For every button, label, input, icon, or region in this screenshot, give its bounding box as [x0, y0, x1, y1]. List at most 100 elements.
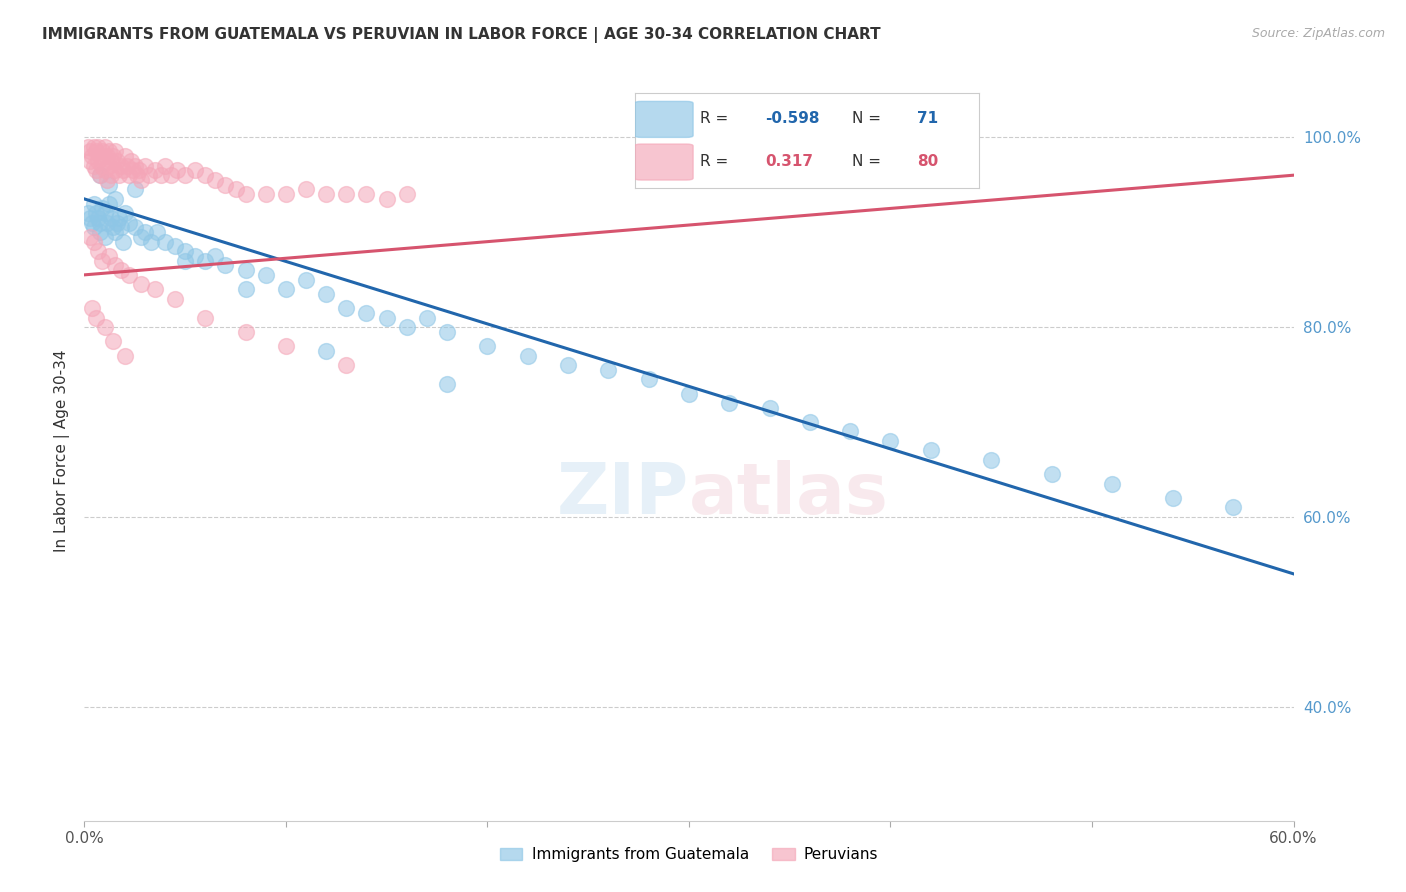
Point [375, 310, 398, 325]
Point [87, 244, 110, 259]
Point [235, 187, 257, 202]
Point [118, 216, 141, 230]
Point [96, 216, 118, 230]
Point [91, 145, 114, 159]
Point [111, 163, 134, 178]
Point [83, 159, 105, 173]
Point [125, 168, 148, 182]
Point [194, 310, 217, 325]
Point [598, 363, 620, 377]
Point [100, 211, 122, 225]
Y-axis label: In Labor Force | Age 30-34: In Labor Force | Age 30-34 [55, 349, 70, 552]
Point [356, 187, 378, 202]
Point [93, 320, 115, 334]
Point [295, 272, 318, 286]
Text: Source: ZipAtlas.com: Source: ZipAtlas.com [1251, 27, 1385, 40]
Point [1101, 476, 1123, 491]
Point [149, 168, 172, 182]
Point [214, 178, 236, 192]
Point [235, 282, 257, 296]
Point [129, 173, 152, 187]
Point [138, 168, 160, 182]
Point [315, 187, 337, 202]
Point [104, 259, 127, 273]
Point [315, 343, 337, 358]
Point [416, 310, 439, 325]
Point [100, 168, 122, 182]
Point [274, 282, 297, 296]
Point [174, 168, 197, 182]
Point [97, 196, 120, 211]
Point [110, 159, 132, 173]
Point [96, 173, 118, 187]
Point [254, 187, 277, 202]
Point [114, 149, 136, 163]
Point [920, 443, 942, 458]
Point [395, 187, 418, 202]
Point [83, 139, 105, 153]
Point [101, 334, 124, 349]
Point [89, 168, 111, 182]
Point [637, 372, 659, 386]
Point [89, 168, 111, 182]
Point [160, 168, 183, 182]
Point [87, 139, 110, 153]
Point [110, 220, 132, 235]
Point [134, 159, 156, 173]
Point [184, 163, 207, 178]
Point [77, 206, 100, 220]
Point [97, 145, 120, 159]
Point [97, 159, 120, 173]
Point [143, 282, 166, 296]
Point [111, 235, 134, 249]
Point [93, 139, 115, 153]
Point [1040, 467, 1063, 482]
Point [436, 377, 458, 392]
Point [335, 358, 357, 372]
Point [124, 220, 146, 235]
Point [165, 292, 187, 306]
Point [87, 211, 110, 225]
Point [204, 249, 226, 263]
Point [79, 230, 101, 244]
Point [758, 401, 780, 415]
Point [100, 153, 122, 168]
Point [118, 168, 141, 182]
Point [436, 325, 458, 339]
Point [104, 145, 127, 159]
Point [139, 235, 162, 249]
Point [174, 253, 197, 268]
Point [129, 230, 152, 244]
Point [678, 386, 700, 401]
Point [86, 310, 108, 325]
Point [110, 263, 132, 277]
Text: atlas: atlas [689, 460, 889, 529]
Point [335, 187, 357, 202]
Point [1222, 500, 1244, 515]
Point [124, 159, 146, 173]
Point [274, 187, 297, 202]
Point [295, 182, 318, 196]
Point [204, 173, 226, 187]
Point [128, 163, 150, 178]
Point [87, 153, 110, 168]
Point [104, 163, 127, 178]
Point [557, 358, 579, 372]
Point [718, 396, 741, 410]
Point [315, 286, 337, 301]
Point [91, 253, 114, 268]
Point [153, 159, 176, 173]
Point [134, 225, 156, 239]
Legend: Immigrants from Guatemala, Peruvians: Immigrants from Guatemala, Peruvians [494, 841, 884, 869]
Point [879, 434, 901, 448]
Point [91, 202, 114, 216]
Point [82, 301, 104, 315]
Point [166, 163, 188, 178]
Point [143, 163, 166, 178]
Point [77, 139, 100, 153]
Point [375, 192, 398, 206]
Point [356, 306, 378, 320]
Point [839, 425, 862, 439]
Point [104, 192, 127, 206]
Point [121, 163, 143, 178]
